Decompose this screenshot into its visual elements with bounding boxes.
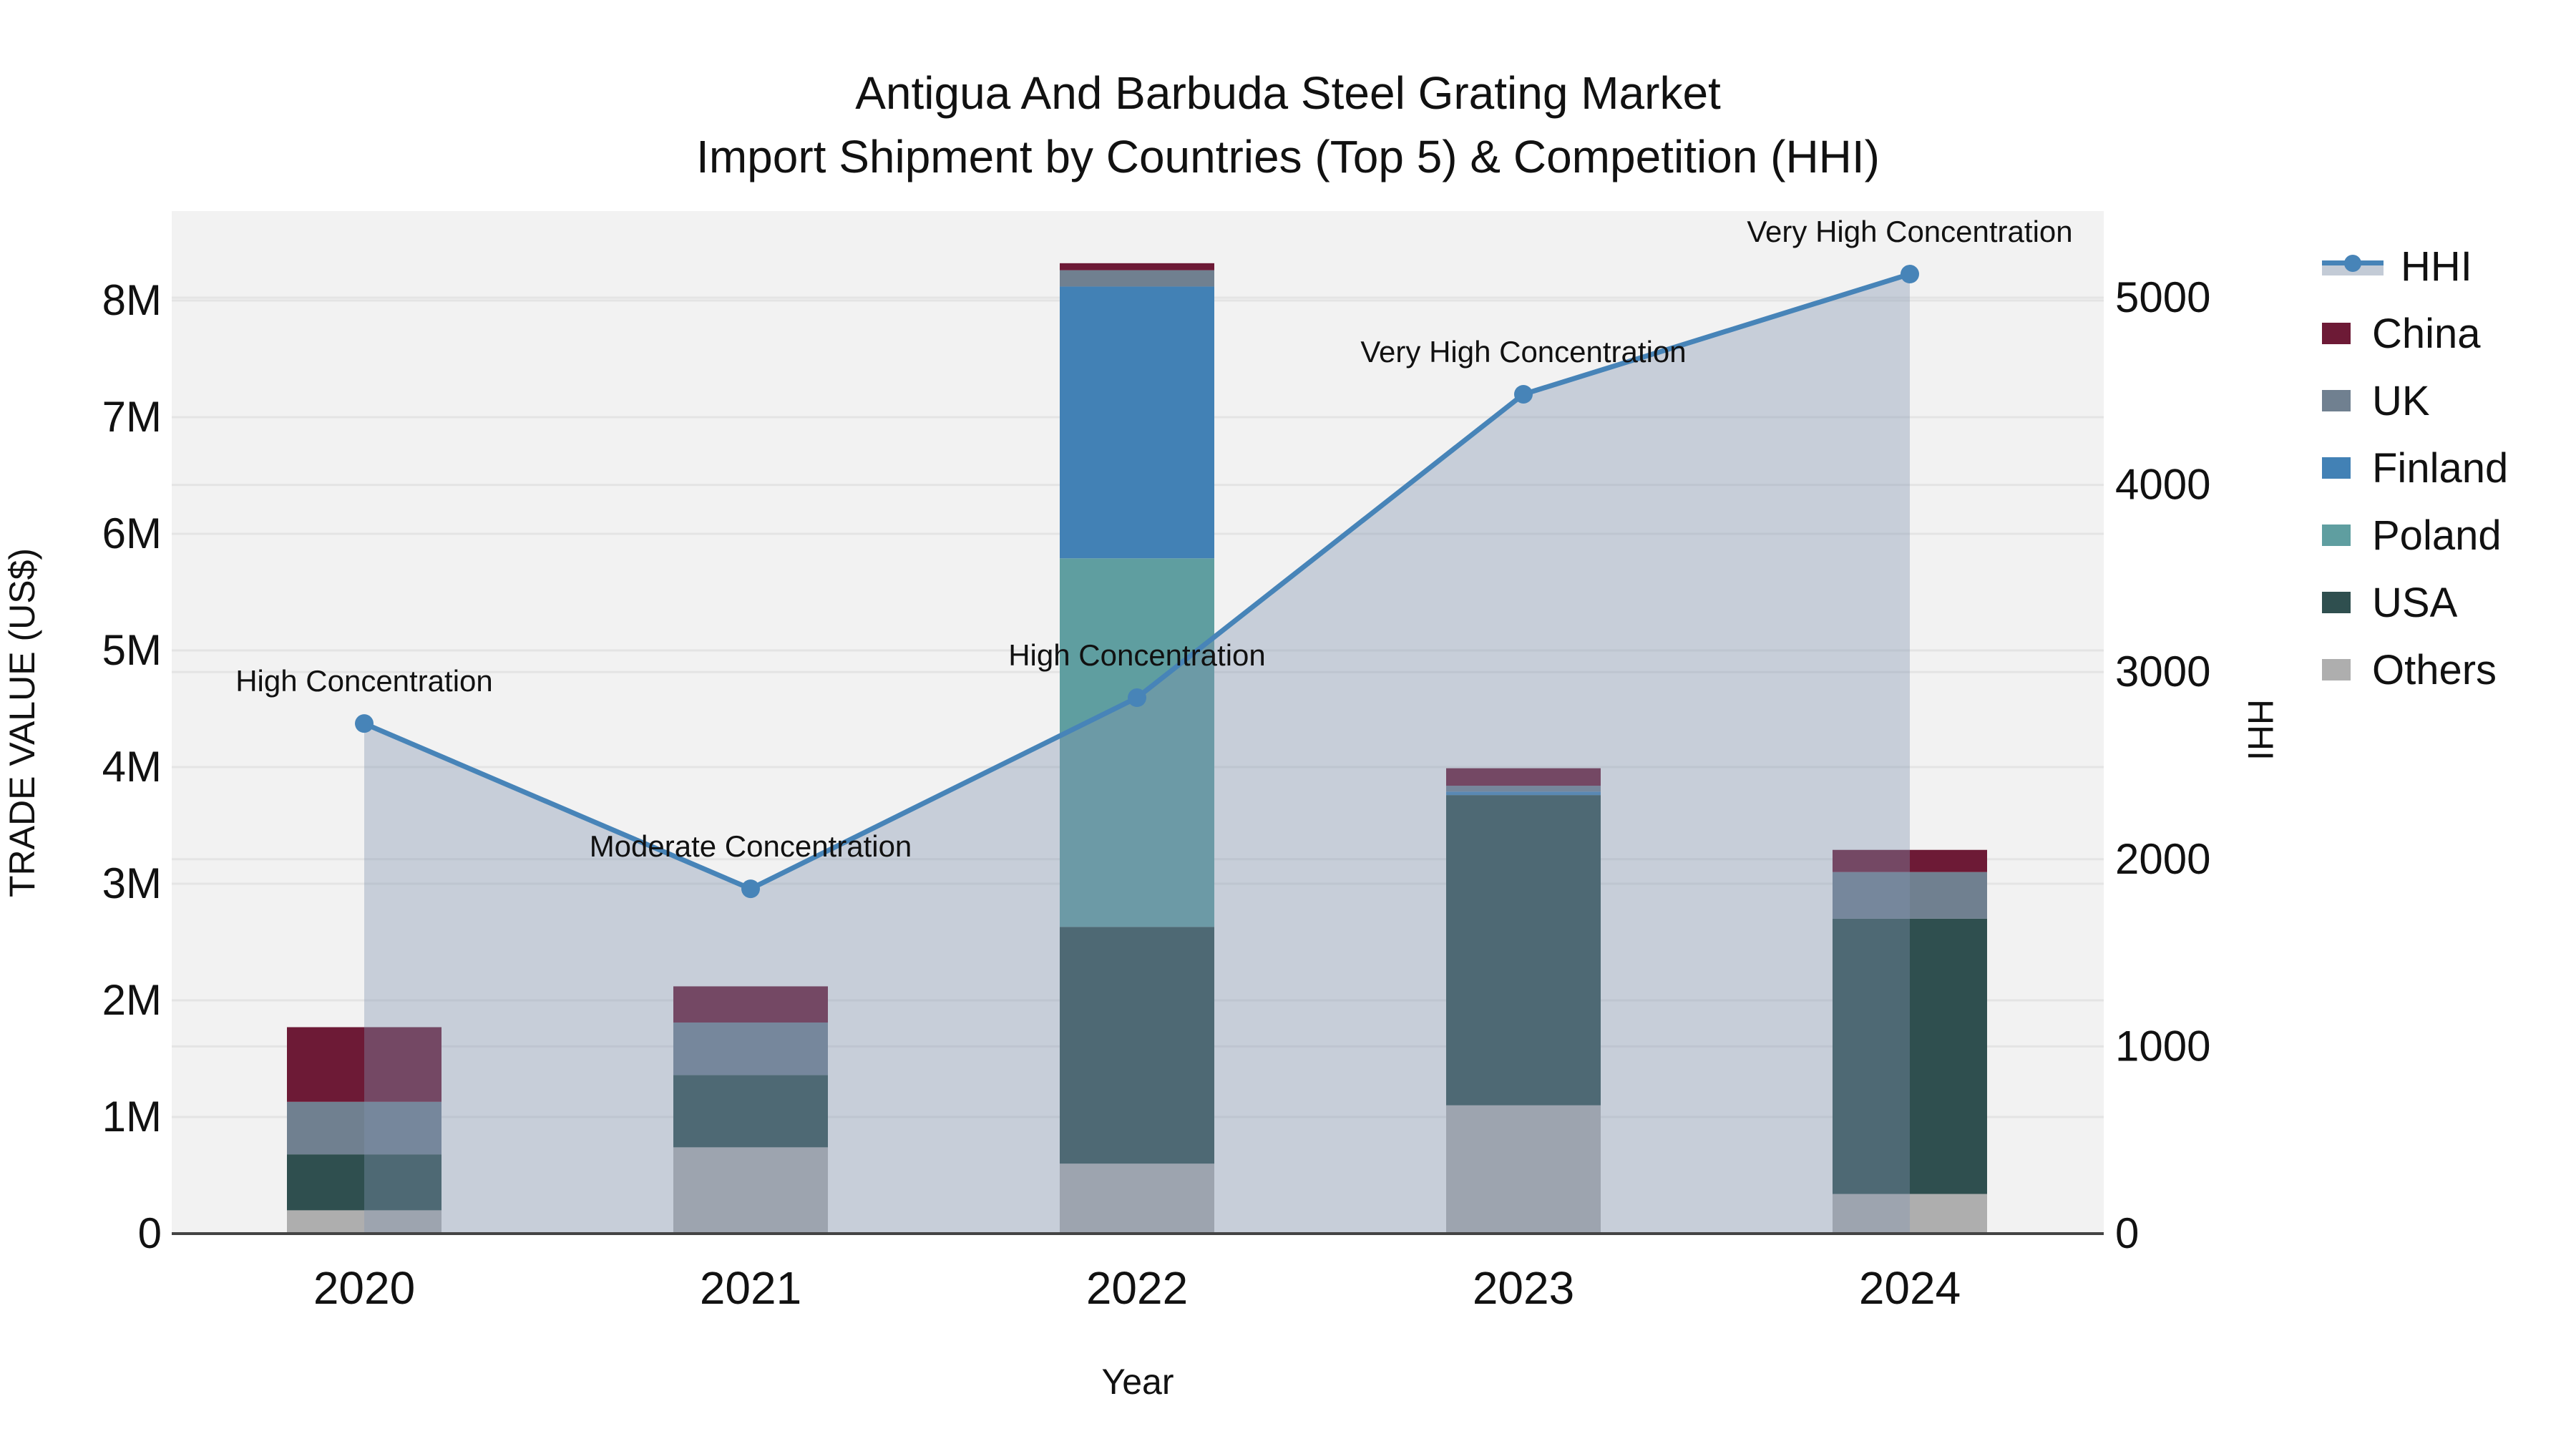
bar-segment-usa-2020 <box>287 1154 441 1211</box>
bar-segment-others-2024 <box>1833 1194 1987 1234</box>
bar-segment-others-2021 <box>673 1147 828 1234</box>
x-tick-label-2021[interactable]: 2021 <box>700 1262 801 1314</box>
bar-segment-others-2023 <box>1446 1105 1601 1234</box>
hhi-marker-2024 <box>1901 265 1919 284</box>
bar-segment-uk-2023 <box>1446 786 1601 792</box>
chart-title-line1: Antigua And Barbuda Steel Grating Market <box>855 67 1721 119</box>
hhi-annotation-2023: Very High Concentration <box>1360 335 1686 369</box>
right-axis-title: HHI <box>2240 699 2280 761</box>
legend-swatch-icon <box>2322 457 2351 479</box>
legend-label: UK <box>2372 377 2430 424</box>
bar-segment-poland-2022 <box>1060 558 1214 927</box>
right-tick-label: 0 <box>2115 1209 2139 1257</box>
legend-label: China <box>2372 310 2481 357</box>
hhi-annotation-2021: Moderate Concentration <box>590 829 912 863</box>
bar-segment-china-2023 <box>1446 768 1601 786</box>
legend-label: USA <box>2372 579 2458 626</box>
hhi-marker-2023 <box>1514 384 1533 404</box>
bar-segment-uk-2020 <box>287 1101 441 1155</box>
legend-label: Finland <box>2372 444 2509 492</box>
bar-segment-usa-2022 <box>1060 927 1214 1164</box>
hhi-annotation-2022: High Concentration <box>1008 638 1266 672</box>
left-tick-label: 7M <box>102 393 162 441</box>
right-tick-label: 3000 <box>2115 648 2210 696</box>
legend-item-others[interactable]: Others <box>2322 636 2508 703</box>
bar-segment-china-2021 <box>673 986 828 1023</box>
bar-segment-uk-2021 <box>673 1022 828 1075</box>
legend-item-finland[interactable]: Finland <box>2322 434 2508 502</box>
left-tick-label: 2M <box>102 976 162 1024</box>
legend-label: HHI <box>2401 243 2472 290</box>
hhi-marker-2021 <box>741 879 760 899</box>
x-tick-label-2022[interactable]: 2022 <box>1086 1262 1188 1314</box>
legend-item-poland[interactable]: Poland <box>2322 502 2508 569</box>
left-tick-label: 0 <box>138 1209 162 1257</box>
bar-segment-uk-2024 <box>1833 872 1987 919</box>
legend-item-hhi[interactable]: HHI <box>2322 233 2508 300</box>
x-tick-label-2020[interactable]: 2020 <box>313 1262 415 1314</box>
bar-segment-uk-2022 <box>1060 270 1214 287</box>
bar-segment-china-2024 <box>1833 849 1987 872</box>
legend-item-usa[interactable]: USA <box>2322 569 2508 636</box>
legend-swatch-icon <box>2322 323 2351 344</box>
x-tick-label-2023[interactable]: 2023 <box>1473 1262 1574 1314</box>
bar-segment-others-2022 <box>1060 1163 1214 1234</box>
bar-segment-usa-2023 <box>1446 795 1601 1106</box>
bar-segment-others-2020 <box>287 1210 441 1234</box>
legend-swatch-icon <box>2322 390 2351 411</box>
legend-swatch-icon <box>2322 659 2351 680</box>
hhi-annotation-2020: High Concentration <box>235 664 493 698</box>
legend-item-china[interactable]: China <box>2322 300 2508 367</box>
right-tick-label: 5000 <box>2115 273 2210 321</box>
left-tick-label: 5M <box>102 626 162 674</box>
bar-segment-finland-2022 <box>1060 286 1214 559</box>
left-axis-title: TRADE VALUE (US$) <box>2 548 42 897</box>
x-tick-label-2024[interactable]: 2024 <box>1859 1262 1961 1314</box>
hhi-marker-2020 <box>355 714 374 733</box>
bar-segment-usa-2021 <box>673 1075 828 1148</box>
hhi-area-fill <box>364 274 1910 1234</box>
right-tick-label: 1000 <box>2115 1022 2210 1070</box>
legend-label: Others <box>2372 646 2497 693</box>
left-tick-label: 6M <box>102 509 162 557</box>
bar-segment-usa-2024 <box>1833 918 1987 1194</box>
x-axis-title: Year <box>1101 1362 1174 1402</box>
left-tick-label: 8M <box>102 276 162 324</box>
chart-title-line2: Import Shipment by Countries (Top 5) & C… <box>696 131 1880 182</box>
hhi-marker-2022 <box>1128 688 1146 708</box>
left-tick-label: 1M <box>102 1093 162 1141</box>
legend: HHI China UK Finland Poland USA Others <box>2322 233 2508 703</box>
left-tick-label: 3M <box>102 859 162 907</box>
bar-segment-china-2020 <box>287 1027 441 1102</box>
legend-swatch-icon <box>2322 525 2351 546</box>
hhi-annotation-2024: Very High Concentration <box>1747 215 2072 248</box>
bar-segment-finland-2023 <box>1446 791 1601 796</box>
legend-swatch-icon <box>2322 592 2351 613</box>
legend-item-uk[interactable]: UK <box>2322 367 2508 434</box>
bar-segment-china-2022 <box>1060 263 1214 270</box>
right-tick-label: 4000 <box>2115 461 2210 509</box>
right-tick-label: 2000 <box>2115 835 2210 883</box>
legend-label: Poland <box>2372 512 2502 559</box>
hhi-line-swatch-icon <box>2322 254 2384 278</box>
left-tick-label: 4M <box>102 743 162 791</box>
